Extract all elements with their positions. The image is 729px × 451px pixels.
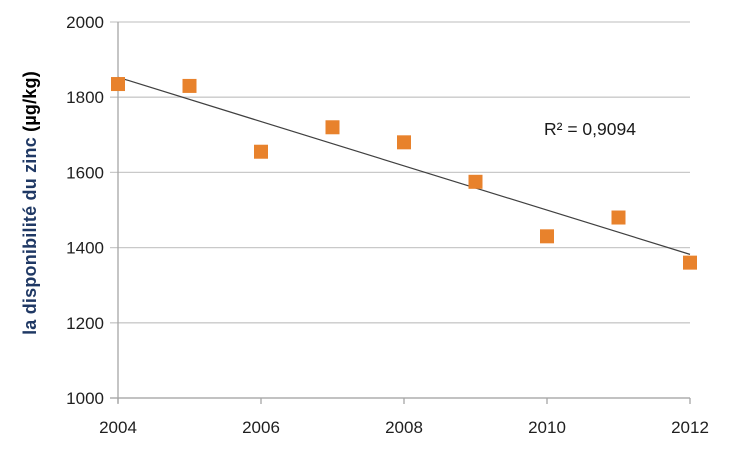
data-point-marker xyxy=(182,78,197,93)
y-axis-title: la disponibilité du zinc (µg/kg) xyxy=(20,0,46,413)
data-point-marker xyxy=(254,144,268,159)
data-point-marker xyxy=(111,77,125,92)
data-point-marker xyxy=(540,229,554,244)
y-axis-tick-label: 1600 xyxy=(66,163,104,182)
data-point-marker xyxy=(397,135,411,150)
x-axis-tick-label: 2008 xyxy=(385,418,423,437)
y-axis-title-text: la disponibilité du zinc xyxy=(20,131,40,335)
y-axis-tick-label: 1800 xyxy=(66,88,104,107)
x-axis-tick-label: 2004 xyxy=(99,418,137,437)
y-axis-tick-label: 1400 xyxy=(66,239,104,258)
data-point-marker xyxy=(611,210,626,225)
y-axis-title-unit: (µg/kg) xyxy=(20,71,40,132)
x-axis-tick-label: 2006 xyxy=(242,418,280,437)
y-axis-tick-label: 1200 xyxy=(66,314,104,333)
x-axis-tick-label: 2012 xyxy=(671,418,709,437)
y-axis-tick-label: 2000 xyxy=(66,13,104,32)
r-squared-annotation: R² = 0,9094 xyxy=(544,119,636,139)
y-axis-tick-label: 1000 xyxy=(66,389,104,408)
data-point-marker xyxy=(325,120,340,135)
x-axis-tick-label: 2010 xyxy=(528,418,566,437)
trendline xyxy=(117,76,691,255)
data-point-marker xyxy=(468,174,483,189)
data-point-marker xyxy=(683,255,697,270)
